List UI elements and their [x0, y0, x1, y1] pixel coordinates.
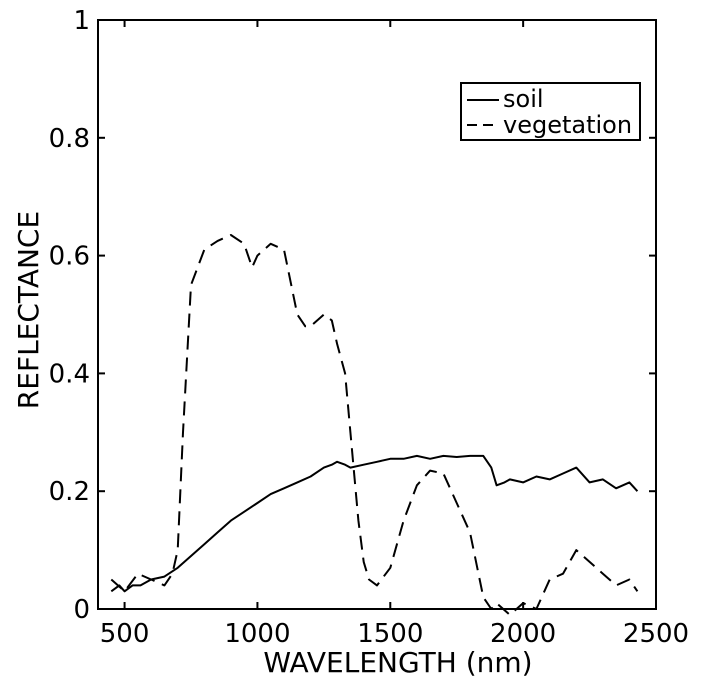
plot-area-frame [97, 19, 657, 610]
tick-labels: 500 1000 1500 2000 2500 0 0.2 0.4 0.6 0.8 1 [49, 6, 689, 649]
y-tick-label: 0 [73, 595, 90, 625]
y-tick-label: 0.8 [49, 124, 90, 154]
y-axis-label: REFLECTANCE [12, 211, 45, 409]
legend-label-vegetation: vegetation [503, 111, 632, 139]
x-tick-label: 1500 [357, 619, 423, 649]
legend-label-soil: soil [503, 85, 544, 113]
y-tick-label: 0.2 [49, 477, 90, 507]
legend-box [460, 82, 641, 141]
legend: soil vegetation [460, 82, 641, 141]
x-tick-label: 2500 [623, 619, 689, 649]
x-tick-label: 500 [100, 619, 150, 649]
y-tick-label: 0.4 [49, 359, 90, 389]
x-tick-label: 2000 [490, 619, 556, 649]
x-tick-label: 1000 [224, 619, 290, 649]
x-axis-label: WAVELENGTH (nm) [263, 646, 532, 679]
y-tick-label: 0.6 [49, 242, 90, 272]
series-lines [110, 234, 639, 616]
y-tick-label: 1 [73, 6, 90, 36]
series-line-soil [110, 454, 639, 593]
